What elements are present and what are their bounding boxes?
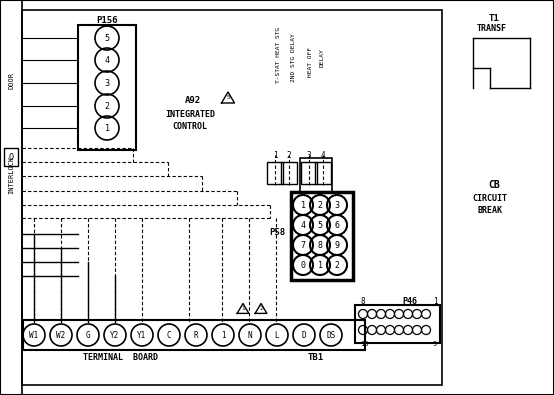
Text: CB: CB bbox=[488, 180, 500, 190]
Text: 1: 1 bbox=[105, 124, 110, 132]
Text: O: O bbox=[8, 152, 13, 162]
Text: 5: 5 bbox=[105, 34, 110, 43]
Text: TB1: TB1 bbox=[308, 352, 324, 361]
Text: 1: 1 bbox=[317, 260, 322, 269]
Text: 2: 2 bbox=[335, 260, 340, 269]
Bar bbox=[23, 320, 365, 350]
Text: 4: 4 bbox=[105, 56, 110, 64]
Text: CONTROL: CONTROL bbox=[172, 122, 208, 130]
Bar bbox=[300, 158, 332, 193]
Text: BREAK: BREAK bbox=[478, 205, 502, 214]
Bar bbox=[301, 162, 317, 184]
Text: 1: 1 bbox=[273, 150, 278, 160]
Text: TRANSF: TRANSF bbox=[477, 23, 507, 32]
Text: 3: 3 bbox=[307, 150, 311, 160]
Text: INTEGRATED: INTEGRATED bbox=[165, 109, 215, 118]
Bar bbox=[267, 162, 283, 184]
Text: TERMINAL  BOARD: TERMINAL BOARD bbox=[83, 352, 157, 361]
Text: T1: T1 bbox=[489, 13, 499, 23]
Text: 6: 6 bbox=[335, 220, 340, 229]
Text: W1: W1 bbox=[29, 331, 39, 339]
Text: 2: 2 bbox=[317, 201, 322, 209]
Bar bbox=[355, 305, 440, 343]
Text: Y2: Y2 bbox=[110, 331, 120, 339]
Text: 1: 1 bbox=[241, 306, 245, 311]
Bar bbox=[281, 162, 297, 184]
Bar bbox=[78, 25, 136, 150]
Text: 2: 2 bbox=[286, 150, 291, 160]
Text: 1: 1 bbox=[220, 331, 225, 339]
Text: Y1: Y1 bbox=[137, 331, 147, 339]
Text: 8: 8 bbox=[360, 297, 365, 307]
Text: A92: A92 bbox=[185, 96, 201, 105]
Text: DOOR: DOOR bbox=[8, 71, 14, 88]
Text: 2: 2 bbox=[259, 306, 263, 311]
Bar bbox=[0, 0, 22, 395]
Text: P58: P58 bbox=[269, 228, 285, 237]
Text: 7: 7 bbox=[300, 241, 305, 250]
Text: CIRCUIT: CIRCUIT bbox=[473, 194, 507, 203]
Text: DS: DS bbox=[326, 331, 336, 339]
Text: INTERLOCK: INTERLOCK bbox=[8, 156, 14, 194]
Text: HEAT OFF: HEAT OFF bbox=[307, 47, 312, 77]
Text: 5: 5 bbox=[226, 95, 230, 100]
Text: T-STAT HEAT STG: T-STAT HEAT STG bbox=[275, 27, 280, 83]
Bar bbox=[22, 10, 442, 385]
Text: 1: 1 bbox=[300, 201, 305, 209]
Text: W2: W2 bbox=[57, 331, 65, 339]
Text: 9: 9 bbox=[335, 241, 340, 250]
Text: 2: 2 bbox=[105, 102, 110, 111]
Text: 3: 3 bbox=[335, 201, 340, 209]
Text: 3: 3 bbox=[105, 79, 110, 88]
Text: 2ND STG DELAY: 2ND STG DELAY bbox=[290, 34, 295, 83]
Text: 1: 1 bbox=[433, 297, 437, 307]
Text: P156: P156 bbox=[96, 15, 118, 24]
Bar bbox=[291, 192, 353, 280]
Text: 4: 4 bbox=[321, 150, 325, 160]
Text: N: N bbox=[248, 331, 252, 339]
Text: P46: P46 bbox=[403, 297, 418, 307]
Text: DELAY: DELAY bbox=[320, 49, 325, 68]
Text: G: G bbox=[86, 331, 90, 339]
Text: 4: 4 bbox=[300, 220, 305, 229]
Text: C: C bbox=[167, 331, 171, 339]
Text: 5: 5 bbox=[317, 220, 322, 229]
Bar bbox=[315, 162, 331, 184]
Text: L: L bbox=[275, 331, 279, 339]
Text: 9: 9 bbox=[433, 341, 437, 347]
Text: D: D bbox=[302, 331, 306, 339]
Text: 8: 8 bbox=[317, 241, 322, 250]
Text: R: R bbox=[194, 331, 198, 339]
Text: 0: 0 bbox=[300, 260, 305, 269]
Text: 16: 16 bbox=[360, 341, 368, 347]
Bar bbox=[4, 148, 18, 166]
